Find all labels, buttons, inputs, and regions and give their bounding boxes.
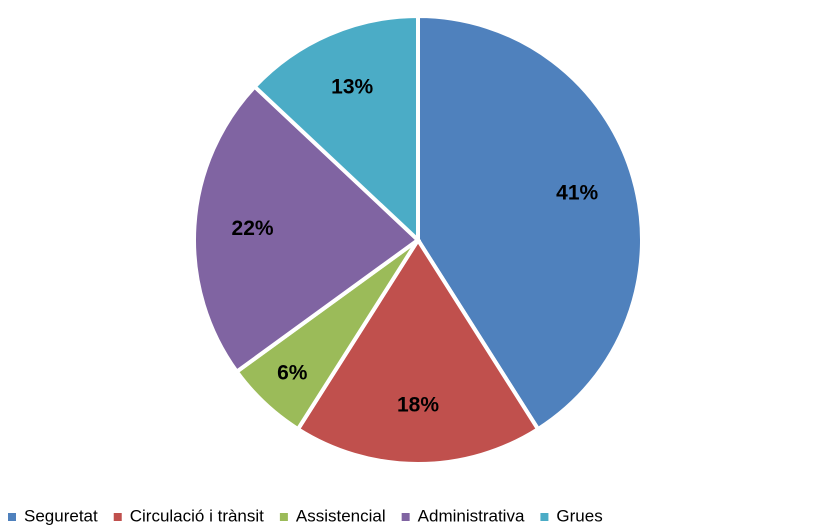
data-label: 13%: [331, 75, 373, 98]
data-label: 22%: [232, 217, 274, 240]
legend-marker: [540, 513, 549, 521]
legend-label: Grues: [556, 506, 602, 525]
legend-label: Seguretat: [24, 506, 98, 525]
legend-label: Circulació i trànsit: [130, 506, 264, 525]
legend-marker: [8, 513, 16, 521]
data-label: 6%: [277, 361, 308, 384]
pie-slice: [192, 83, 422, 375]
legend-label: Assistencial: [296, 506, 386, 525]
legend-marker: [401, 513, 410, 521]
data-label: 18%: [397, 393, 439, 416]
legend-marker: [279, 513, 288, 521]
pie-slice: [295, 236, 541, 466]
pie-slice: [251, 13, 420, 245]
legend-label: Administrativa: [418, 506, 525, 525]
data-label: 41%: [556, 181, 598, 204]
legend-marker: [113, 513, 122, 521]
